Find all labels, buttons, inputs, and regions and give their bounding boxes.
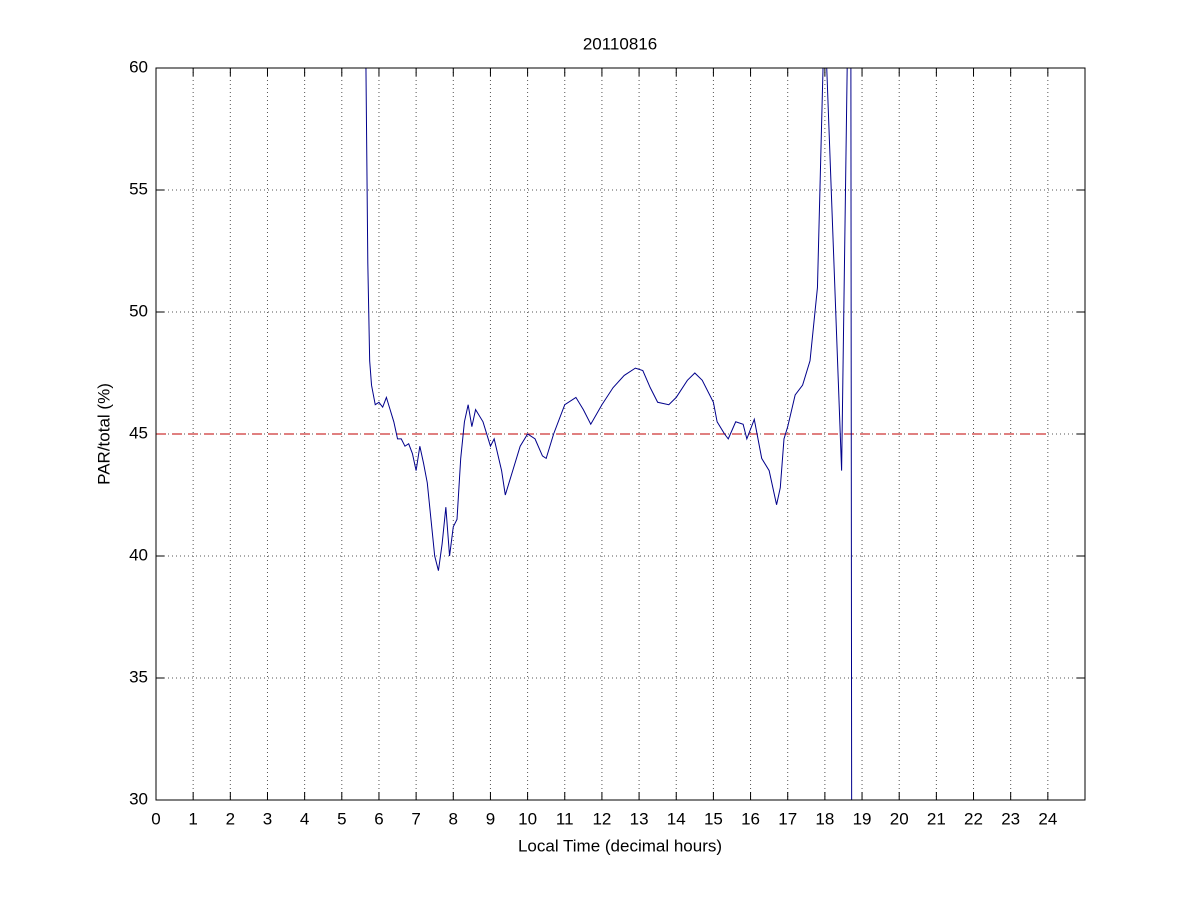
x-tick-label: 9 bbox=[486, 809, 495, 828]
x-tick-label: 24 bbox=[1038, 809, 1057, 828]
x-tick-label: 7 bbox=[411, 809, 420, 828]
x-tick-label: 2 bbox=[226, 809, 235, 828]
series-group bbox=[365, 68, 853, 800]
y-tick-label: 60 bbox=[129, 57, 148, 76]
x-tick-label: 1 bbox=[188, 809, 197, 828]
data-line bbox=[365, 68, 853, 800]
y-tick-label: 35 bbox=[129, 667, 148, 686]
x-tick-label: 11 bbox=[556, 809, 574, 828]
x-tick-label: 16 bbox=[741, 809, 760, 828]
y-tick-label: 45 bbox=[129, 423, 148, 442]
x-tick-label: 12 bbox=[592, 809, 611, 828]
x-axis-label: Local Time (decimal hours) bbox=[518, 836, 722, 855]
x-tick-label: 23 bbox=[1001, 809, 1020, 828]
x-tick-label: 17 bbox=[778, 809, 797, 828]
x-tick-label: 0 bbox=[151, 809, 160, 828]
y-tick-label: 30 bbox=[129, 789, 148, 808]
x-tick-label: 20 bbox=[890, 809, 909, 828]
x-tick-label: 21 bbox=[927, 809, 946, 828]
x-tick-label: 13 bbox=[630, 809, 649, 828]
y-tick-label: 55 bbox=[129, 179, 148, 198]
x-tick-label: 22 bbox=[964, 809, 983, 828]
axes-box bbox=[155, 67, 1086, 801]
chart-title: 20110816 bbox=[583, 34, 657, 53]
x-tick-label: 18 bbox=[815, 809, 834, 828]
x-tick-label: 4 bbox=[300, 809, 309, 828]
x-tick-label: 14 bbox=[667, 809, 686, 828]
x-tick-label: 19 bbox=[853, 809, 872, 828]
x-tick-label: 10 bbox=[518, 809, 537, 828]
x-tick-label: 8 bbox=[449, 809, 458, 828]
y-axis-label: PAR/total (%) bbox=[94, 383, 113, 485]
x-tick-label: 3 bbox=[263, 809, 272, 828]
y-tick-label: 50 bbox=[129, 301, 148, 320]
x-tick-label: 6 bbox=[374, 809, 383, 828]
y-tick-label: 40 bbox=[129, 545, 148, 564]
x-tick-label: 15 bbox=[704, 809, 723, 828]
x-tick-label: 5 bbox=[337, 809, 346, 828]
